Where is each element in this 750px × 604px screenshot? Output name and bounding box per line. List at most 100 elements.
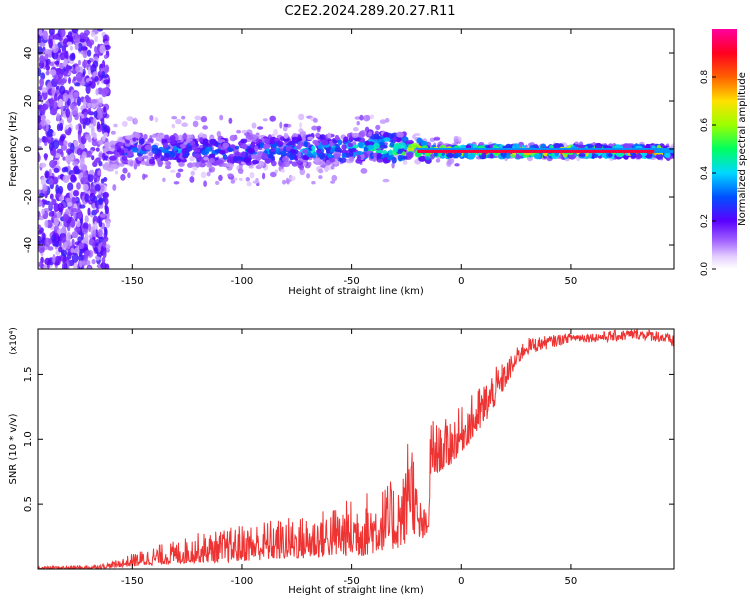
spectrogram-cell [241, 151, 246, 158]
spectrogram-cell [437, 152, 442, 157]
spectrogram-cell [102, 87, 110, 94]
spectrogram-cell [95, 208, 99, 214]
spectrogram-cell [82, 48, 88, 59]
spectrogram-heatmap [38, 29, 674, 269]
y-tick-label: 0.5 [23, 496, 34, 512]
spectrogram-cell [454, 163, 460, 167]
spectrogram-cell [41, 87, 48, 93]
spectrogram-cell [110, 163, 119, 169]
spectrogram-cell [236, 156, 243, 161]
spectrogram-cell [44, 137, 49, 143]
spectrogram-cell [289, 140, 296, 146]
spectrogram-cell [216, 130, 221, 138]
spectrogram-cell [383, 131, 390, 139]
spectrogram-cell [181, 122, 188, 127]
spectrogram-cell [241, 129, 247, 134]
spectrogram-cell [193, 153, 201, 158]
spectrogram-cell [118, 142, 124, 146]
spectrogram-cell [178, 161, 185, 167]
spectrogram-cell [173, 145, 178, 151]
spectrogram-cell [356, 151, 364, 155]
spectrogram-cell [58, 246, 63, 253]
spectrogram-cell [78, 124, 83, 135]
spectrogram-cell [39, 77, 44, 88]
spectrogram-cell [489, 153, 494, 159]
spectrogram-cell [63, 241, 68, 249]
spectrogram-cell [80, 177, 87, 185]
spectrogram-cell [42, 30, 49, 41]
spectrogram-cell [175, 118, 182, 125]
spectrogram-cell [102, 191, 109, 199]
spectrogram-cell [251, 122, 257, 129]
spectrogram-cell [311, 125, 318, 131]
spectrogram-cell [148, 158, 155, 165]
spectrogram-cell [53, 217, 60, 227]
spectrogram-cell [282, 137, 290, 142]
spectrogram-cell [76, 182, 81, 190]
spectrogram-cell [84, 233, 89, 242]
spectrogram-cell [209, 138, 217, 145]
spectrogram-cell [64, 167, 69, 173]
spectrogram-cell [132, 137, 137, 142]
spectrogram-cell [63, 140, 68, 146]
spectrogram-cell [203, 156, 209, 161]
spectrogram-cell [283, 123, 289, 128]
spectrogram-cell [138, 138, 145, 145]
y-tick-label: 40 [23, 47, 34, 60]
spectrogram-cell [79, 204, 86, 209]
spectrogram-y-label: Frequency (Hz) [8, 111, 19, 187]
spectrogram-cell [433, 137, 441, 141]
spectrogram-cell [80, 157, 85, 166]
spectrogram-cell [215, 159, 224, 165]
spectrogram-cell [78, 242, 85, 250]
spectrogram-cell [71, 231, 79, 239]
spectrogram-cell [242, 143, 248, 150]
spectrogram-cell [326, 147, 331, 154]
snr-x-label: Height of straight line (km) [288, 585, 424, 596]
snr-y-multiplier: (x10⁴) [9, 327, 19, 354]
spectrogram-cell [144, 144, 152, 151]
spectrogram-cell [73, 76, 77, 81]
spectrogram-cell [90, 31, 96, 37]
spectrogram-cell [215, 180, 220, 185]
spectrogram-cell [578, 153, 586, 157]
spectrogram-cell [38, 29, 43, 37]
spectrogram-cell [84, 117, 91, 126]
spectrogram-cell [112, 184, 117, 191]
spectrogram-cell [87, 265, 92, 269]
spectrogram-cell [88, 80, 93, 87]
colorbar-label: Normalized spectral amplitude [737, 72, 748, 226]
spectrogram-cell [200, 115, 208, 123]
spectrogram-cell [82, 151, 87, 159]
x-tick-label: 0 [458, 276, 464, 287]
spectrogram-cell [375, 124, 381, 131]
chart-title: C2E2.2024.289.20.27.R11 [284, 4, 455, 19]
spectrogram-cell [308, 161, 312, 167]
spectrogram-cell [229, 134, 237, 142]
spectrogram-cell [93, 159, 98, 165]
x-tick-label: -150 [121, 276, 144, 287]
spectrogram-cell [65, 197, 72, 203]
spectrogram-cell [57, 202, 64, 213]
spectrogram-cell [278, 159, 283, 167]
spectrogram-cell [502, 153, 507, 159]
spectrogram-cell [62, 175, 70, 183]
spectrogram-cell [39, 162, 47, 168]
spectrogram-cell [102, 164, 110, 171]
spectrogram-cell [96, 29, 104, 32]
y-tick-label: -40 [23, 237, 34, 253]
spectrogram-cell [127, 172, 131, 179]
spectrogram-cell [58, 36, 63, 41]
spectrogram-cell [66, 41, 73, 46]
spectrogram-cell [289, 148, 297, 154]
spectrogram-cell [91, 140, 98, 147]
spectrogram-cell [65, 108, 70, 118]
spectrogram-cell [114, 151, 120, 158]
spectrogram-cell [69, 94, 73, 100]
spectrogram-cell [257, 160, 265, 167]
spectrogram-cell [249, 172, 255, 179]
spectrogram-cell [98, 220, 103, 228]
spectrogram-cell [262, 118, 268, 122]
colorbar-tick-label: 0.0 [700, 262, 710, 277]
spectrogram-cell [103, 106, 107, 113]
